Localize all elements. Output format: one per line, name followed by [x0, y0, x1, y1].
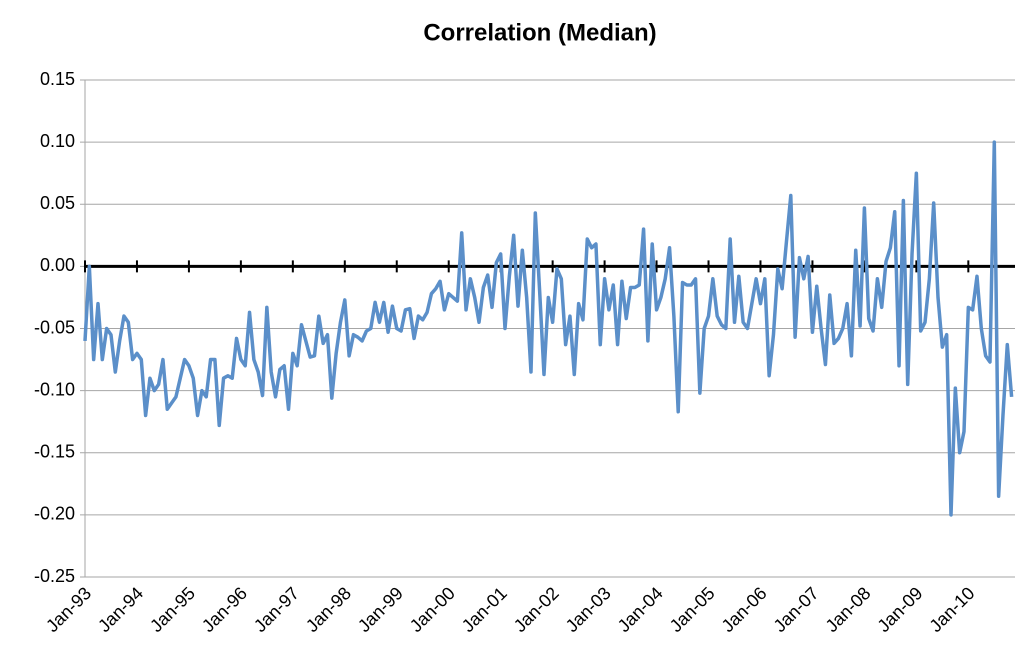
x-tick-label: Jan-98	[302, 583, 355, 636]
x-tick-label: Jan-01	[458, 583, 511, 636]
x-tick-label: Jan-97	[250, 583, 303, 636]
x-tick-label: Jan-99	[354, 583, 407, 636]
data-line	[83, 140, 1014, 517]
y-tick-label: -0.20	[34, 504, 75, 524]
x-tick-label: Jan-04	[614, 583, 667, 636]
y-tick-label: 0.10	[40, 131, 75, 151]
x-tick-label: Jan-93	[42, 583, 95, 636]
y-tick-label: -0.15	[34, 442, 75, 462]
x-tick-label: Jan-05	[666, 583, 719, 636]
x-tick-label: Jan-10	[925, 583, 978, 636]
x-tick-label: Jan-02	[510, 583, 563, 636]
x-tick-label: Jan-94	[94, 583, 147, 636]
x-tick-label: Jan-96	[198, 583, 251, 636]
y-tick-label: -0.10	[34, 379, 75, 399]
x-tick-label: Jan-00	[406, 583, 459, 636]
x-tick-label: Jan-07	[770, 583, 823, 636]
x-tick-label: Jan-06	[718, 583, 771, 636]
chart-title: Correlation (Median)	[423, 19, 656, 46]
x-tick-label: Jan-09	[873, 583, 926, 636]
y-tick-label: -0.05	[34, 317, 75, 337]
y-tick-label: 0.05	[40, 193, 75, 213]
y-tick-label: -0.25	[34, 566, 75, 586]
x-tick-label: Jan-03	[562, 583, 615, 636]
x-tick-label: Jan-95	[146, 583, 199, 636]
x-tick-label: Jan-08	[822, 583, 875, 636]
y-tick-label: 0.15	[40, 69, 75, 89]
y-tick-label: 0.00	[40, 255, 75, 275]
